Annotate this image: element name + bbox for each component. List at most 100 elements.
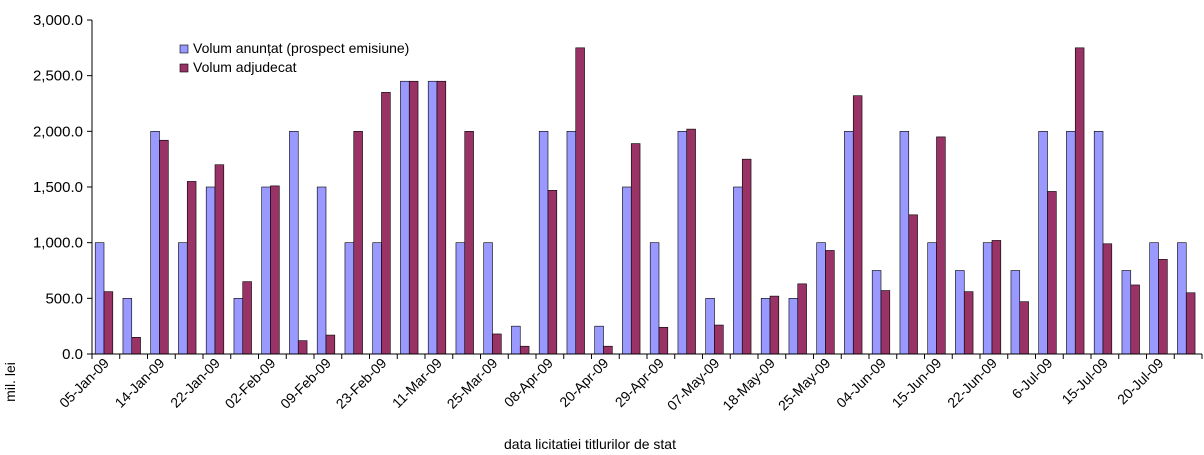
bar-awarded	[991, 240, 1002, 355]
bar-announced	[982, 242, 993, 355]
x-tick-label: 08-Apr-09	[501, 355, 556, 410]
x-tick-label: 04-Jun-09	[833, 355, 889, 411]
legend: Volum anunțat (prospect emisiune) Volum …	[179, 40, 409, 75]
bar-announced	[511, 325, 521, 355]
x-tick-label: 23-Feb-09	[333, 355, 390, 412]
bar-awarded	[464, 131, 474, 355]
y-tick-label: 2,000.0	[33, 123, 83, 140]
bar-awarded	[852, 95, 863, 355]
bar-awarded	[908, 214, 918, 355]
bar-announced	[955, 270, 965, 355]
bar-awarded	[242, 281, 252, 355]
bar-announced	[483, 242, 493, 355]
bar-announced	[1066, 131, 1076, 355]
bar-awarded	[714, 324, 724, 355]
bar-awarded	[186, 181, 197, 355]
bar-announced	[455, 242, 466, 355]
bar-announced	[844, 131, 854, 355]
bar-awarded	[436, 80, 447, 355]
bar-announced	[1038, 131, 1048, 355]
y-tick-label: 3,000.0	[33, 12, 83, 29]
bar-announced	[622, 186, 632, 355]
bar-announced	[927, 242, 937, 355]
bar-announced	[1093, 131, 1104, 355]
bar-awarded	[1158, 259, 1168, 355]
bar-awarded	[1185, 292, 1196, 355]
legend-swatch-announced	[179, 44, 189, 54]
bar-announced	[150, 131, 160, 355]
bar-awarded	[270, 185, 280, 355]
legend-label-awarded: Volum adjudecat	[193, 59, 297, 75]
bar-awarded	[797, 283, 807, 355]
bar-awarded	[1074, 47, 1085, 355]
bar-announced	[677, 131, 688, 355]
bar-awarded	[963, 291, 974, 355]
bar-announced	[1121, 270, 1132, 355]
bar-awarded	[131, 336, 141, 355]
bar-announced	[871, 270, 882, 355]
bar-announced	[94, 242, 105, 355]
bar-announced	[538, 131, 549, 355]
x-tick-label: 22-Jan-09	[167, 355, 223, 411]
bar-awarded	[492, 333, 502, 355]
bar-announced	[122, 298, 133, 355]
x-tick-label: 15-Jul-09	[1058, 355, 1111, 408]
bar-announced	[733, 186, 743, 355]
axes	[91, 20, 1203, 359]
bar-announced	[233, 298, 244, 355]
x-tick-label: 25-Mar-09	[444, 355, 501, 412]
x-tick-label: 22-Jun-09	[944, 355, 1000, 411]
x-tick-label: 20-Jul-09	[1114, 355, 1167, 408]
x-tick-label: 02-Feb-09	[222, 355, 279, 412]
bar-awarded	[1047, 191, 1057, 355]
legend-label-announced: Volum anunțat (prospect emisiune)	[193, 40, 409, 56]
bar-announced	[178, 242, 188, 355]
bar-awarded	[658, 326, 669, 355]
x-tick-label: 18-May-09	[719, 355, 778, 414]
bars	[94, 47, 1196, 355]
bar-awarded	[214, 164, 225, 355]
x-tick-label: 14-Jan-09	[112, 355, 168, 411]
bar-announced	[289, 131, 299, 355]
bar-awarded	[630, 143, 641, 355]
bar-announced	[344, 242, 355, 355]
y-axis-ticks: 0.0 500.0 1,000.0 1,500.0 2,000.0 2,500.0 3,00…	[33, 12, 92, 363]
bar-announced	[760, 298, 771, 355]
x-tick-label: 6-Jul-09	[1008, 355, 1055, 402]
x-axis-ticks: 05-Jan-09 14-Jan-09 22-Jan-0902-Feb-0909-F…	[56, 355, 1167, 414]
bar-awarded	[519, 345, 530, 355]
y-axis-label: mil. lei	[2, 362, 18, 402]
bar-awarded	[1019, 301, 1029, 355]
bar-announced	[261, 186, 271, 355]
bar-announced	[1149, 242, 1159, 355]
bar-awarded	[575, 47, 585, 355]
bar-announced	[816, 242, 826, 355]
x-tick-label: 29-Apr-09	[612, 355, 667, 410]
bar-announced	[1177, 242, 1187, 355]
bar-awarded	[1102, 243, 1113, 355]
bar-awarded	[936, 136, 946, 355]
x-tick-label: 20-Apr-09	[556, 355, 611, 410]
x-tick-label: 25-May-09	[775, 355, 834, 414]
y-tick-label: 1,500.0	[33, 179, 83, 196]
bar-announced	[205, 186, 216, 355]
bar-awarded	[547, 190, 558, 355]
x-tick-label: 09-Feb-09	[277, 355, 334, 412]
bar-awarded	[741, 158, 752, 355]
bar-awarded	[880, 290, 891, 355]
bar-awarded	[353, 131, 363, 355]
bar-awarded	[408, 80, 419, 355]
bar-awarded	[297, 340, 308, 355]
bar-announced	[400, 80, 410, 355]
bar-awarded	[825, 250, 835, 355]
x-axis-label: data licitatiei titlurilor de stat	[504, 436, 676, 452]
bar-announced	[1010, 270, 1021, 355]
x-tick-label: 07-May-09	[664, 355, 723, 414]
bar-announced	[649, 242, 660, 355]
x-tick-label: 15-Jun-09	[889, 355, 945, 411]
bar-awarded	[103, 291, 114, 355]
x-tick-label: 11-Mar-09	[389, 355, 445, 411]
bar-awarded	[159, 139, 169, 355]
bar-awarded	[769, 295, 780, 355]
